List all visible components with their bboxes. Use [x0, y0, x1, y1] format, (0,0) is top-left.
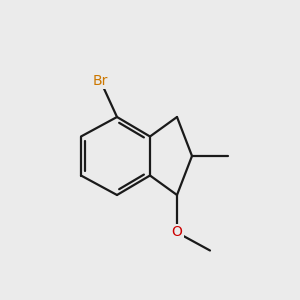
Text: Br: Br: [93, 74, 108, 88]
Text: O: O: [172, 226, 182, 239]
